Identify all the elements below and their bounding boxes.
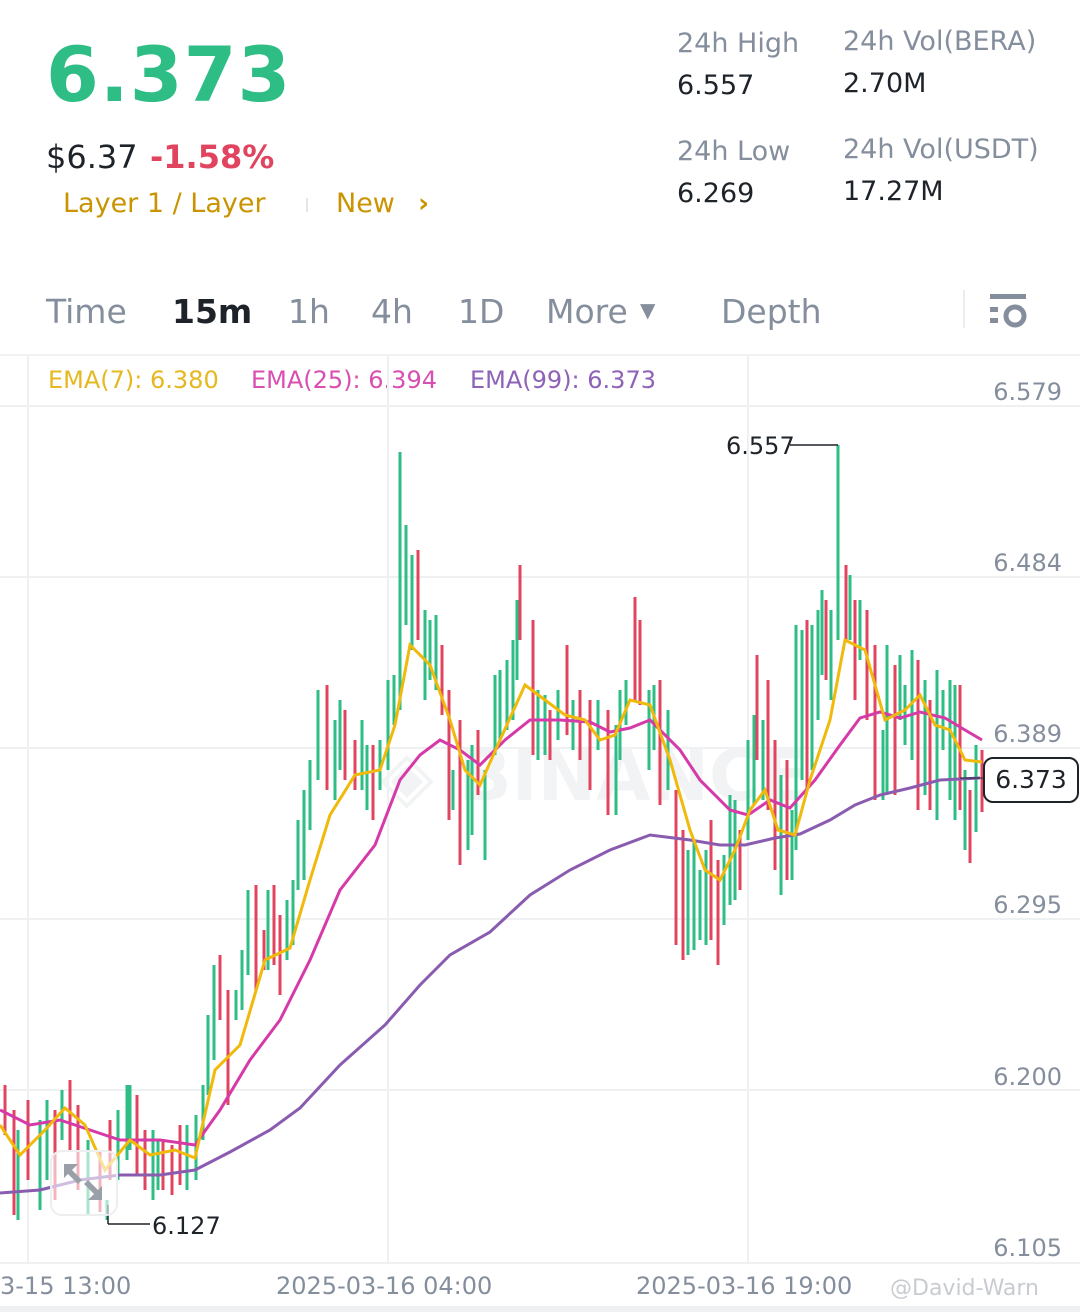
tag-separator (306, 198, 308, 212)
author-watermark: @David-Warn (890, 1276, 1039, 1301)
tab-time[interactable]: Time (46, 292, 127, 331)
y-tick-6200: 6.200 (993, 1063, 1062, 1091)
candlestick-chart[interactable]: ◈ BINANCE (0, 356, 1080, 1262)
chart-top-border (0, 354, 1080, 356)
x-tick-3: 2025-03-16 19:00 (636, 1272, 853, 1300)
bottom-bar (0, 1306, 1080, 1312)
x-tick-1: 3-15 13:00 (0, 1272, 132, 1300)
change-percent: -1.58% (150, 138, 275, 176)
ema7-legend: EMA(7): 6.380 (48, 366, 219, 394)
ema99-legend: EMA(99): 6.373 (470, 366, 656, 394)
x-axis-border (0, 1262, 1080, 1264)
expand-icon (64, 1164, 102, 1200)
y-tick-6579: 6.579 (993, 378, 1062, 406)
low-label: 24h Low (677, 136, 791, 167)
tabs-divider (963, 290, 965, 328)
tab-4h[interactable]: 4h (371, 292, 413, 331)
ema7-line (0, 637, 983, 1173)
usd-price: $6.37 (46, 138, 138, 176)
vol-quote-value: 17.27M (843, 176, 944, 207)
tab-15m[interactable]: 15m (172, 292, 253, 331)
high-label: 24h High (677, 28, 800, 59)
y-tick-6484: 6.484 (993, 549, 1062, 577)
tab-more[interactable]: More (546, 292, 628, 331)
current-price-tag: 6.373 (983, 757, 1079, 803)
y-tick-6295: 6.295 (993, 891, 1062, 919)
high-value: 6.557 (677, 70, 755, 101)
category-tag[interactable]: Layer 1 / Layer (63, 188, 266, 219)
tab-1d[interactable]: 1D (458, 292, 505, 331)
fullscreen-button[interactable] (50, 1150, 118, 1216)
tab-depth[interactable]: Depth (721, 292, 822, 331)
new-tag[interactable]: New (336, 188, 395, 219)
max-annotation: 6.557 (726, 432, 795, 460)
vol-base-label: 24h Vol(BERA) (843, 26, 1037, 57)
caret-down-icon[interactable]: ▼ (640, 298, 656, 322)
chevron-right-icon[interactable]: › (418, 188, 430, 219)
y-tick-6389: 6.389 (993, 720, 1062, 748)
low-value: 6.269 (677, 178, 755, 209)
vol-quote-label: 24h Vol(USDT) (843, 134, 1039, 165)
ema25-line (0, 710, 983, 1147)
last-price: 6.373 (46, 30, 292, 119)
ema99-line (0, 776, 981, 1195)
chart-settings-icon[interactable] (988, 292, 1028, 332)
tab-1h[interactable]: 1h (288, 292, 330, 331)
ema25-legend: EMA(25): 6.394 (251, 366, 437, 394)
watermark-logo: ◈ BINANCE (380, 735, 808, 817)
y-tick-6105: 6.105 (993, 1234, 1062, 1262)
candle-bars (3, 445, 984, 1220)
interval-tabs: Time 15m 1h 4h 1D More ▼ Depth (0, 292, 1080, 336)
vol-base-value: 2.70M (843, 68, 927, 99)
x-tick-2: 2025-03-16 04:00 (276, 1272, 493, 1300)
min-annotation: 6.127 (152, 1212, 221, 1240)
